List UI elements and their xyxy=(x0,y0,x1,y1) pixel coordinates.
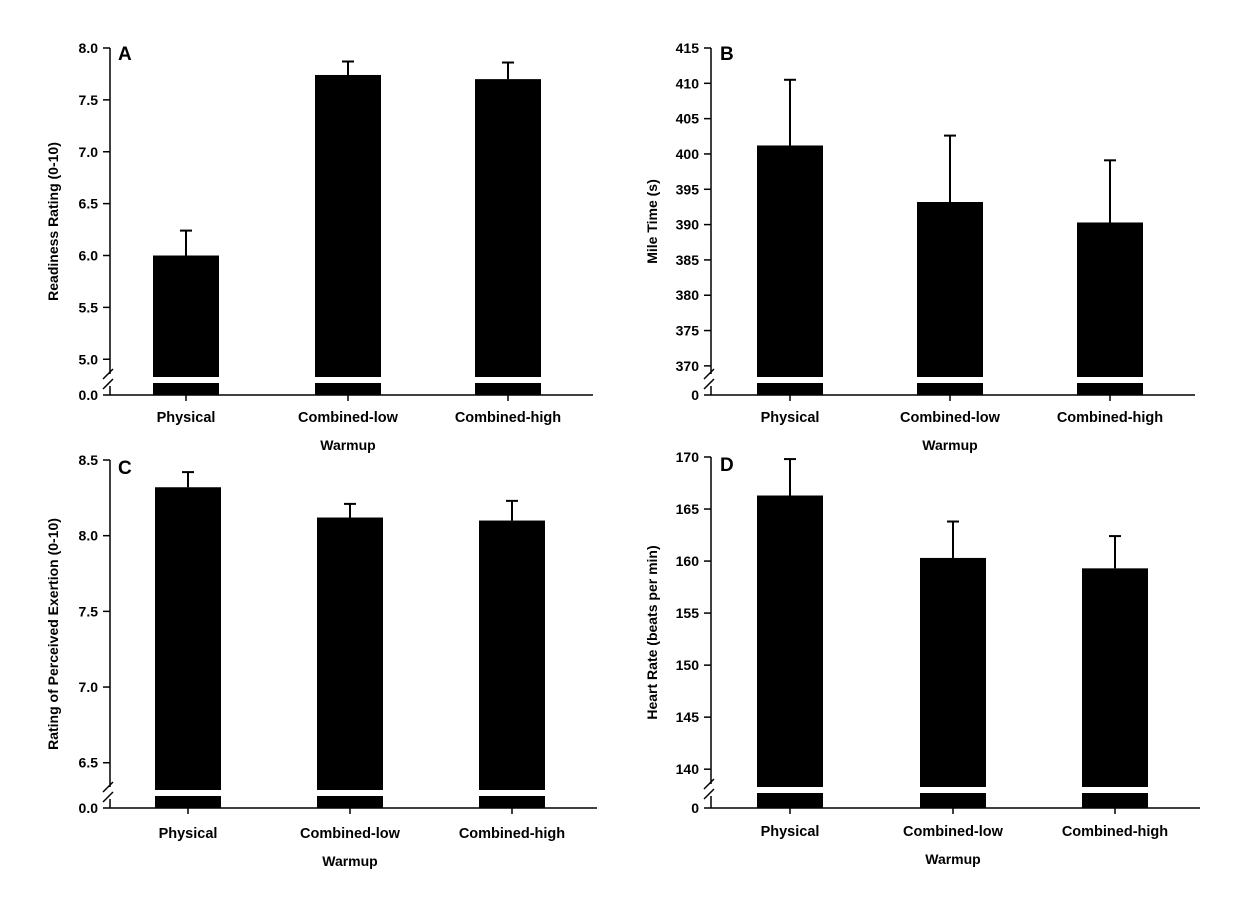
chart-panel-d: 140 145 150 155 160 165 170 0 Physical Combined-l… xyxy=(644,449,1200,867)
y-axis-label: Heart Rate (beats per min) xyxy=(644,545,660,719)
y-tick-label: 7.5 xyxy=(79,603,99,619)
y-axis-label: Readiness Rating (0-10) xyxy=(45,142,61,301)
bar xyxy=(917,201,983,395)
y-tick-label: 395 xyxy=(676,181,700,197)
y-tick-label: 170 xyxy=(676,449,700,465)
bar xyxy=(1077,222,1143,395)
axis-break-mark xyxy=(703,368,715,380)
x-tick-label: Combined-low xyxy=(903,824,1004,840)
bar xyxy=(153,255,219,395)
bar xyxy=(920,557,986,808)
bar xyxy=(155,487,221,808)
y-tick-label: 380 xyxy=(676,287,700,303)
y-tick-label: 410 xyxy=(676,75,700,91)
y-tick-label-zero: 0 xyxy=(691,387,699,403)
chart-panel-a: 5.0 5.5 6.0 6.5 7.0 7.5 8.0 0.0 Physical Combined… xyxy=(45,40,593,453)
axis-break-mark xyxy=(703,778,715,790)
y-tick-label: 160 xyxy=(676,553,700,569)
y-tick-label: 155 xyxy=(676,605,700,621)
y-tick-label: 7.0 xyxy=(79,679,99,695)
y-tick-label: 5.5 xyxy=(79,299,99,315)
y-tick-label-zero: 0.0 xyxy=(79,387,99,403)
axis-break-band xyxy=(713,787,1154,793)
y-tick-label: 8.0 xyxy=(79,40,99,56)
axis-break-band xyxy=(713,377,1149,383)
panel-letter: D xyxy=(720,455,734,476)
y-tick-label: 370 xyxy=(676,358,700,374)
y-tick-label: 6.0 xyxy=(79,248,99,264)
axis-break-mark xyxy=(102,378,114,390)
bar xyxy=(479,520,545,808)
y-axis-label: Mile Time (s) xyxy=(644,179,660,264)
x-tick-label: Combined-high xyxy=(459,826,565,842)
x-axis-label: Warmup xyxy=(922,437,977,453)
axis-break-mark xyxy=(703,378,715,390)
x-tick-label: Combined-high xyxy=(1062,824,1168,840)
axis-break-mark xyxy=(703,788,715,800)
x-tick-label: Combined-low xyxy=(900,410,1001,426)
x-axis-label: Warmup xyxy=(925,851,980,867)
bar xyxy=(1082,568,1148,808)
panel-letter: A xyxy=(118,44,132,65)
y-tick-label: 165 xyxy=(676,501,700,517)
y-tick-label: 7.5 xyxy=(79,92,99,108)
y-tick-label: 400 xyxy=(676,146,700,162)
y-tick-label: 6.5 xyxy=(79,755,99,771)
y-tick-label: 145 xyxy=(676,709,700,725)
y-tick-label: 140 xyxy=(676,761,700,777)
chart-panel-b: 370 375 380 385 390 395 400 405 410 415 0 Physical C… xyxy=(644,40,1195,453)
x-tick-label: Combined-high xyxy=(455,410,561,426)
x-tick-label: Physical xyxy=(157,410,216,426)
y-tick-label: 5.0 xyxy=(79,351,99,367)
y-tick-label: 8.0 xyxy=(79,528,99,544)
x-tick-label: Physical xyxy=(159,826,218,842)
panel-letter: C xyxy=(118,458,132,479)
axis-break-band xyxy=(112,790,551,796)
y-tick-label: 385 xyxy=(676,252,700,268)
y-tick-label: 390 xyxy=(676,217,700,233)
y-tick-label-zero: 0.0 xyxy=(79,800,99,816)
axis-break-band xyxy=(112,377,547,383)
y-axis-label: Rating of Perceived Exertion (0-10) xyxy=(45,518,61,750)
x-tick-label: Combined-high xyxy=(1057,410,1163,426)
x-axis-label: Warmup xyxy=(322,853,377,869)
y-tick-label-zero: 0 xyxy=(691,800,699,816)
bar xyxy=(475,79,541,395)
panel-letter: B xyxy=(720,44,734,65)
x-tick-label: Physical xyxy=(761,410,820,426)
y-tick-label: 150 xyxy=(676,657,700,673)
y-tick-label: 405 xyxy=(676,111,700,127)
y-tick-label: 415 xyxy=(676,40,700,56)
x-axis-label: Warmup xyxy=(320,437,375,453)
chart-panel-c: 6.5 7.0 7.5 8.0 8.5 0.0 Physical Combined-low Co… xyxy=(45,452,597,869)
axis-break-mark xyxy=(102,368,114,380)
y-tick-label: 7.0 xyxy=(79,144,99,160)
bar xyxy=(315,74,381,395)
bar xyxy=(757,145,823,395)
x-tick-label: Combined-low xyxy=(300,826,401,842)
x-tick-label: Combined-low xyxy=(298,410,399,426)
y-tick-label: 8.5 xyxy=(79,452,99,468)
x-tick-label: Physical xyxy=(761,824,820,840)
axis-break-mark xyxy=(102,791,114,803)
bar xyxy=(317,517,383,808)
y-tick-label: 375 xyxy=(676,323,700,339)
axis-break-mark xyxy=(102,781,114,793)
y-tick-label: 6.5 xyxy=(79,196,99,212)
bar xyxy=(757,495,823,808)
